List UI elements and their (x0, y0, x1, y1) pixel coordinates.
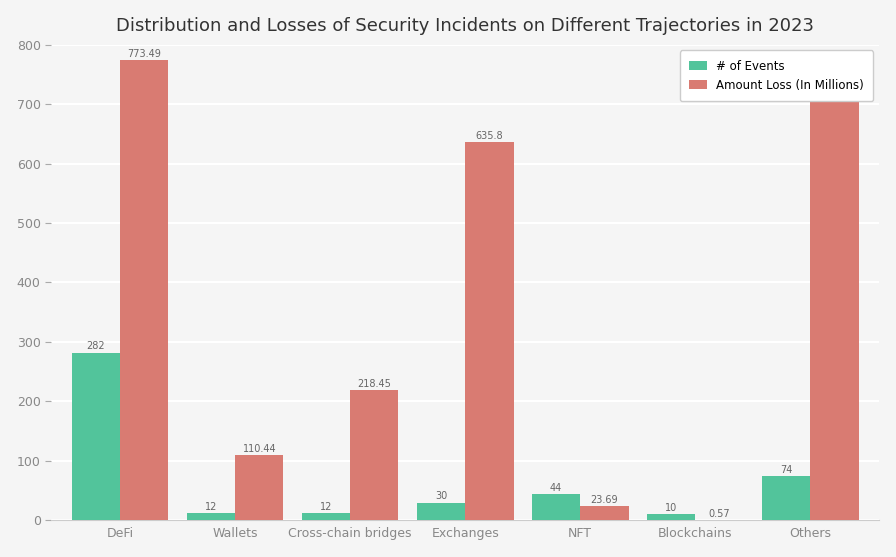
Bar (532, 494, 581, 520)
Text: 10: 10 (665, 504, 677, 513)
Text: 110.44: 110.44 (243, 443, 276, 453)
Legend: # of Events, Amount Loss (In Millions): # of Events, Amount Loss (In Millions) (680, 51, 874, 101)
Text: 23.69: 23.69 (590, 495, 618, 505)
Bar (810, 90, 858, 520)
Bar (465, 142, 513, 520)
Text: 773.49: 773.49 (127, 49, 161, 59)
Bar (120, 60, 168, 520)
Text: 12: 12 (205, 502, 217, 512)
Bar (187, 513, 235, 520)
Text: 0.57: 0.57 (709, 509, 730, 519)
Bar (581, 506, 629, 520)
Text: 723.62: 723.62 (817, 79, 851, 89)
Bar (647, 515, 695, 520)
Text: 635.8: 635.8 (476, 131, 504, 141)
Text: 218.45: 218.45 (358, 379, 392, 389)
Bar (72, 353, 120, 520)
Title: Distribution and Losses of Security Incidents on Different Trajectories in 2023: Distribution and Losses of Security Inci… (116, 17, 814, 35)
Text: 74: 74 (780, 465, 792, 475)
Bar (417, 502, 465, 520)
Text: 282: 282 (87, 341, 105, 351)
Bar (762, 476, 810, 520)
Bar (350, 390, 399, 520)
Text: 30: 30 (435, 491, 447, 501)
Bar (235, 455, 283, 520)
Bar (302, 513, 350, 520)
Text: 12: 12 (320, 502, 332, 512)
Text: 44: 44 (550, 483, 562, 493)
